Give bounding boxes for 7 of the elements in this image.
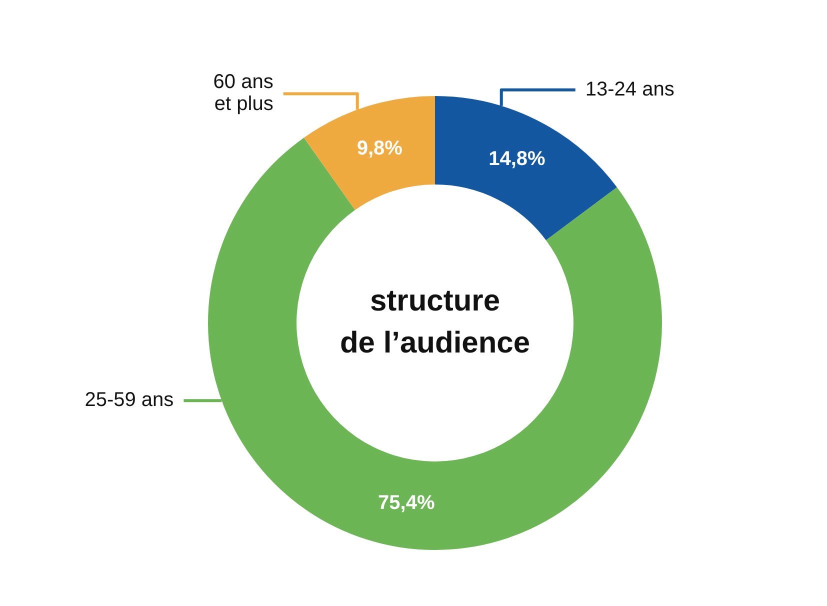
slice-label: 13-24 ans <box>585 78 674 100</box>
slice-label: 60 ans et plus <box>213 71 274 116</box>
data-label: 9,8% <box>356 137 403 160</box>
data-label: 75,4% <box>378 492 435 514</box>
slice-label: 25-59 ans <box>84 389 174 412</box>
text: structure de l’audience <box>340 284 530 360</box>
data-label: 14,8% <box>488 148 546 170</box>
